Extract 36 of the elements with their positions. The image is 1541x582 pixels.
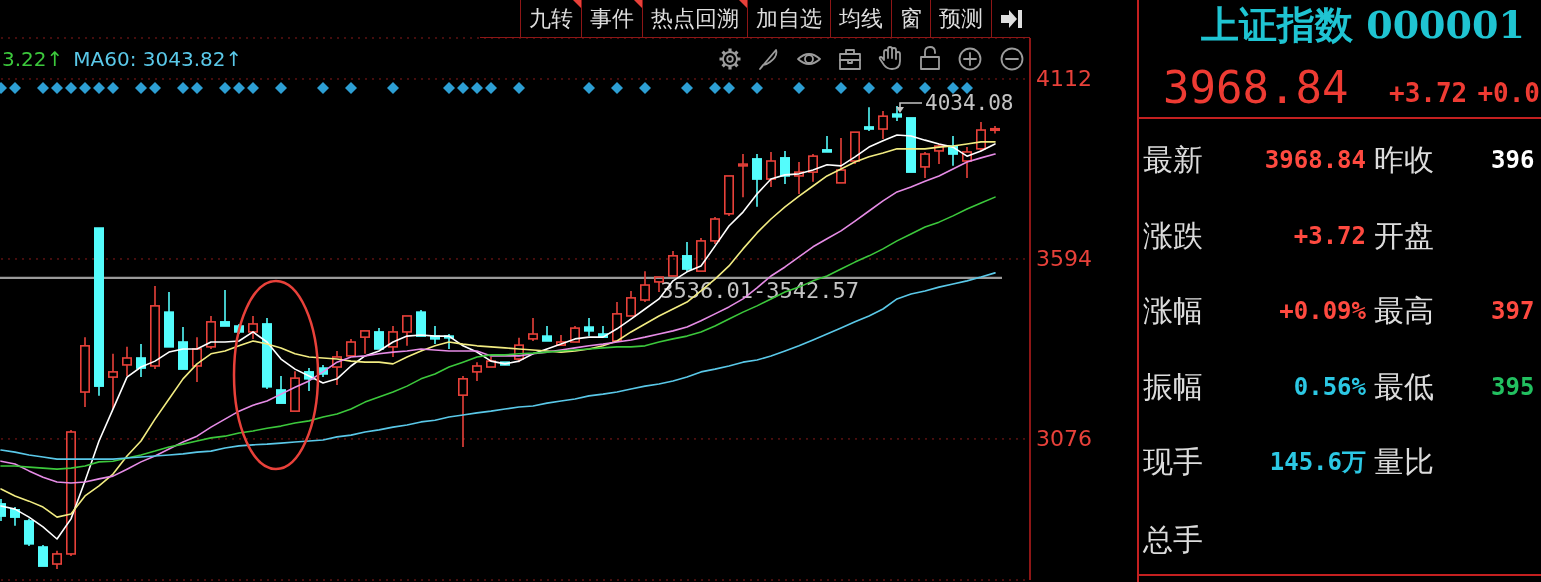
- text: 0.56%: [1293, 372, 1366, 402]
- text: 振幅: [1143, 369, 1203, 405]
- text: 涨幅: [1143, 293, 1203, 329]
- text: 均线: [839, 4, 883, 33]
- text: 现手: [1143, 444, 1203, 480]
- text: 事件: [590, 4, 634, 33]
- annotation: 4034.08: [925, 91, 1014, 116]
- text: 昨收: [1374, 142, 1434, 178]
- text: +3.72: [1293, 221, 1366, 251]
- text: 上证指数 000001: [1201, 2, 1525, 48]
- text: +0.09%: [1279, 296, 1366, 326]
- text: 预测: [939, 4, 983, 33]
- text: 397: [1491, 296, 1535, 326]
- text: +0.0: [1477, 78, 1540, 108]
- text: 395: [1491, 372, 1535, 402]
- text: MA60: 3043.82↑: [73, 47, 243, 71]
- text: 涨跌: [1143, 218, 1203, 254]
- text: 最新: [1143, 142, 1203, 178]
- text: 九转: [529, 4, 573, 33]
- text: 3.22↑: [2, 47, 64, 71]
- text: 总手: [1143, 522, 1203, 558]
- y-tick-label: 3076: [1036, 426, 1092, 452]
- text: 开盘: [1374, 218, 1434, 254]
- y-tick-label: 4112: [1036, 66, 1092, 92]
- text: 热点回溯: [651, 4, 739, 33]
- text: 加自选: [756, 4, 822, 33]
- text: 窗: [900, 4, 922, 33]
- text: 3968.84: [1264, 145, 1366, 175]
- text: 量比: [1374, 444, 1434, 480]
- text: 最低: [1374, 369, 1434, 405]
- text: 3968.84: [1163, 62, 1349, 114]
- text: 145.6万: [1269, 447, 1366, 477]
- text: +3.72: [1389, 78, 1468, 108]
- y-tick-label: 3594: [1036, 246, 1092, 272]
- text: 最高: [1374, 293, 1434, 329]
- text: 396: [1491, 145, 1535, 175]
